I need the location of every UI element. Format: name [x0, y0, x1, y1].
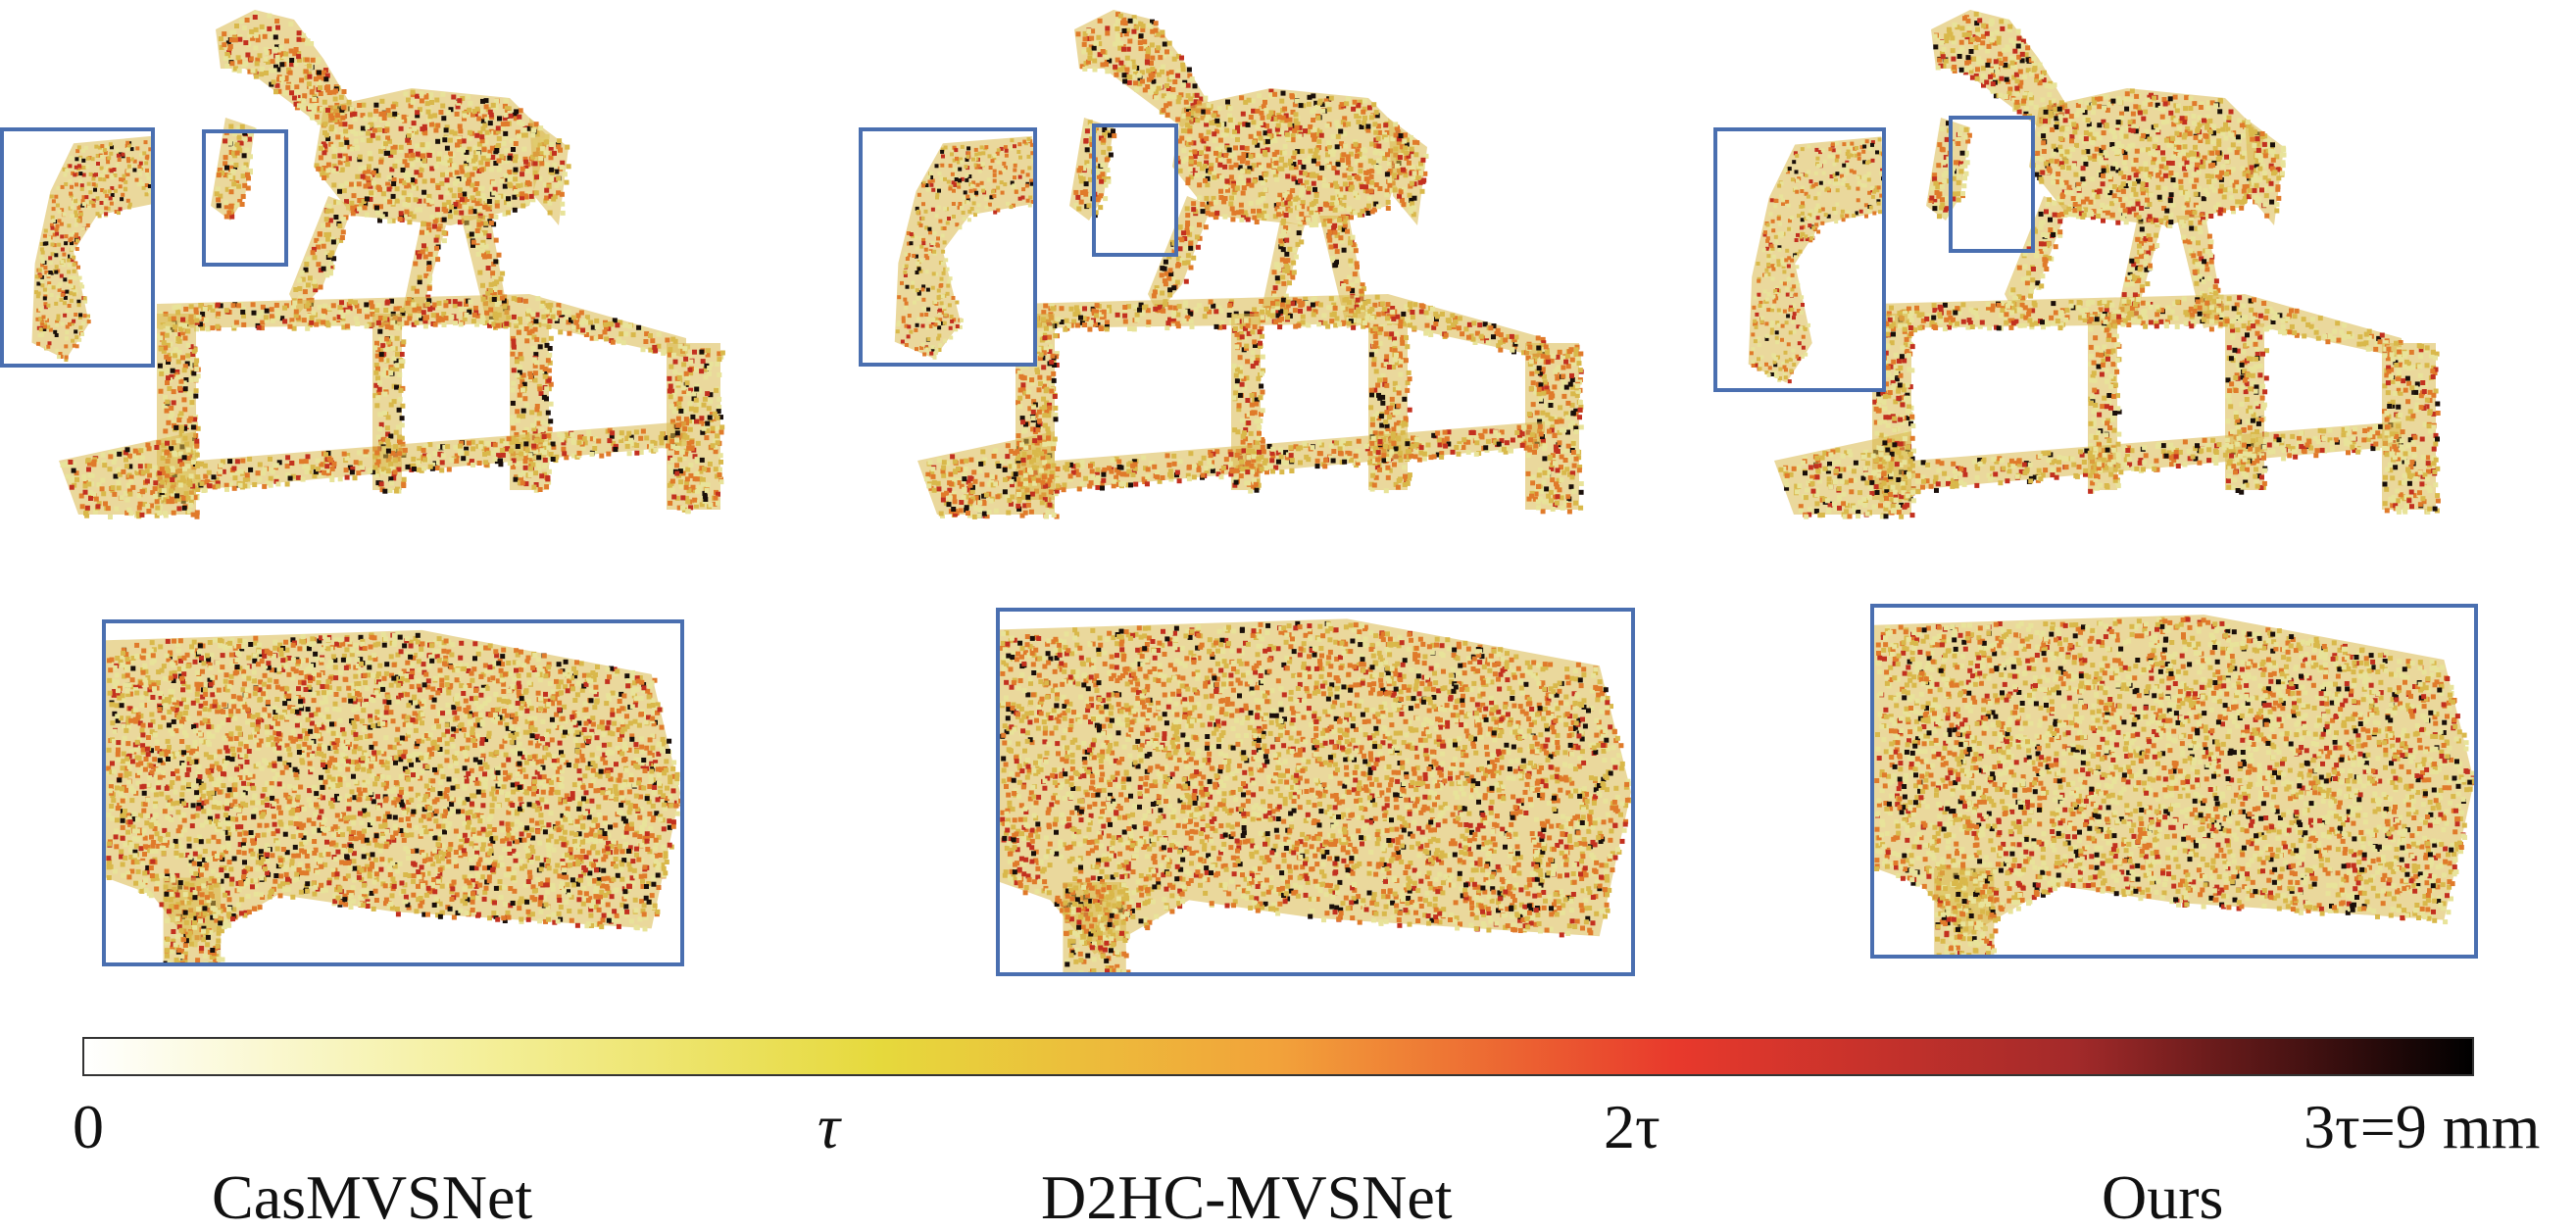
leg-zoom-d2hc	[894, 135, 1033, 360]
colorbar-tick-tau: τ	[817, 1096, 840, 1158]
body-closeup-d2hc	[996, 608, 1635, 976]
panel-d2hc-overview	[859, 0, 1604, 529]
method-label-ours: Ours	[2102, 1166, 2223, 1229]
method-label-d2hc: D2HC-MVSNet	[1041, 1166, 1453, 1229]
error-colorbar	[82, 1037, 2474, 1076]
colorbar-tick-3tau: 3τ=9 mm	[2304, 1096, 2540, 1158]
inset-leg-d2hc	[859, 127, 1037, 367]
colorbar-tick-2tau: 2τ	[1604, 1096, 1660, 1158]
leg-zoom-ours	[1748, 136, 1882, 384]
detail-box-casmvsnet	[202, 129, 288, 267]
horse-reconstruction-ours	[1774, 10, 2441, 519]
horse-reconstruction-d2hc	[917, 10, 1584, 519]
method-label-casmvsnet: CasMVSNet	[212, 1166, 532, 1229]
leg-zoom-casmvsnet	[31, 135, 151, 362]
inset-leg-ours	[1713, 127, 1886, 392]
body-closeup-ours	[1870, 604, 2478, 959]
inset-leg-casmvsnet	[0, 127, 155, 368]
horse-reconstruction-casmvsnet	[59, 10, 725, 519]
panel-ours-overview	[1715, 0, 2460, 529]
panel-casmvsnet-overview	[0, 0, 745, 529]
detail-box-ours	[1949, 116, 2035, 253]
body-closeup-casmvsnet	[102, 619, 684, 966]
colorbar-tick-0: 0	[73, 1096, 104, 1158]
detail-box-d2hc	[1092, 123, 1178, 257]
